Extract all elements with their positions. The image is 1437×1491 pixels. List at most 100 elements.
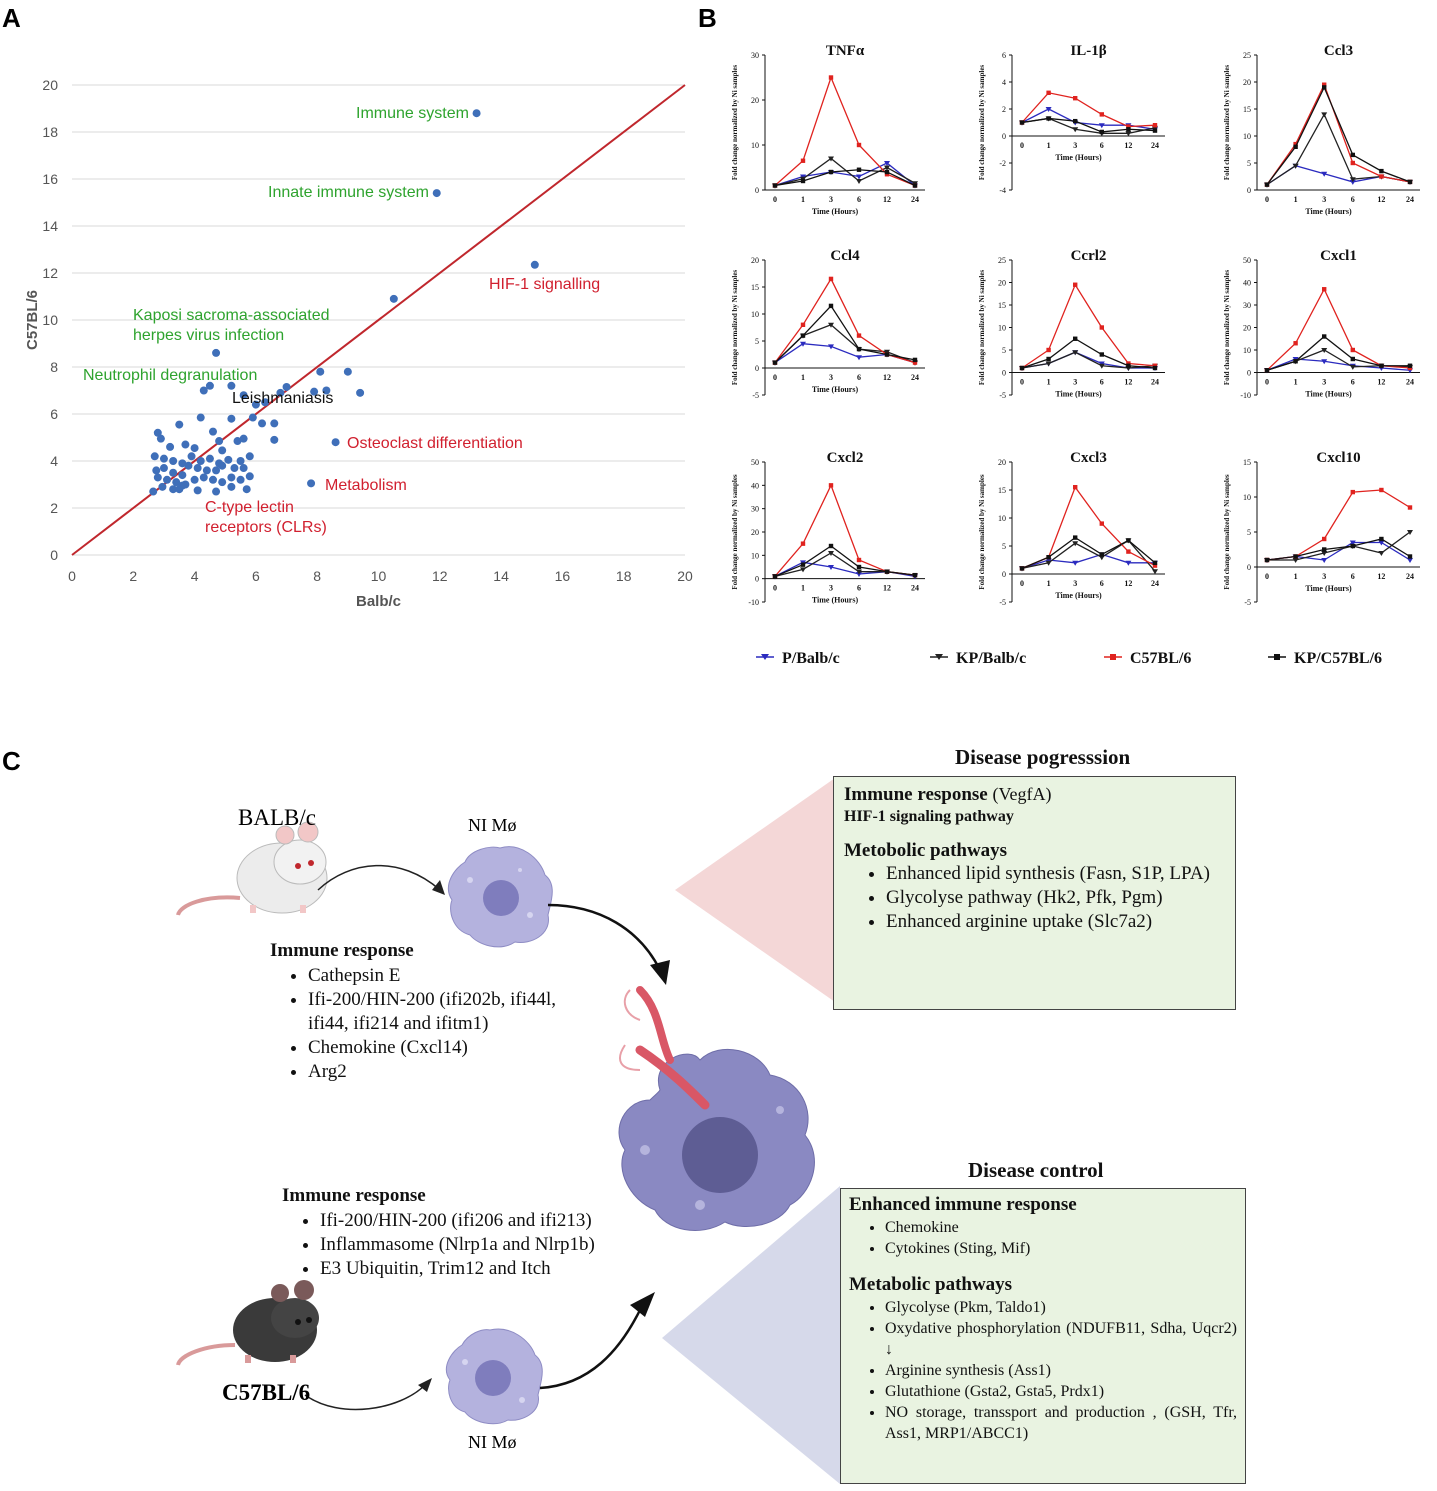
data-point [1264, 557, 1270, 563]
series-line-P/Balb/c [1266, 164, 1411, 186]
subplot-title: Cxcl10 [1316, 450, 1360, 466]
x-tick-label: 24 [911, 195, 919, 204]
series-line-P/Balb/c [774, 343, 916, 364]
scatter-point [239, 391, 248, 400]
c57-immune-heading: Immune response [282, 1185, 426, 1206]
progression-item: Enhanced arginine uptake (Slc7a2) [886, 910, 1225, 934]
scatter-point [218, 478, 227, 487]
data-point [1322, 82, 1327, 87]
data-point [1098, 363, 1105, 369]
curve-arrow-top [547, 903, 662, 971]
subplot-8: -5 0 5 10 15 0 1 3 6 12 24 Time (Hours) Fold change … [1223, 450, 1420, 607]
y-tick-label: 14 [42, 218, 58, 234]
data-point [884, 172, 890, 177]
data-point [1073, 118, 1078, 124]
data-point [1293, 141, 1298, 147]
legend-label: KP/C57BL/6 [1294, 650, 1382, 667]
y-tick-label: 10 [751, 551, 759, 560]
scatter-point [169, 468, 178, 477]
annotation-label: C-type lectin [205, 499, 294, 516]
data-point [912, 357, 918, 363]
scatter-point [205, 381, 214, 390]
x-tick-label: 1 [1047, 141, 1051, 150]
c57-mouse-icon [176, 1280, 319, 1366]
c57-item: Ifi-200/HIN-200 (ifi206 and ifi213) [320, 1209, 662, 1233]
x-tick-label: 6 [1100, 141, 1104, 150]
data-point [772, 360, 778, 365]
x-tick-label: 12 [883, 584, 891, 593]
scatter-point [282, 382, 291, 391]
y-tick-label: 0 [1247, 563, 1251, 572]
annotation-label: Osteoclast differentiation [347, 435, 523, 452]
series-line-KP/C57BL/6 [774, 304, 916, 364]
scatter-point [307, 479, 316, 488]
subplot-3: -5 0 5 10 15 20 0 1 3 6 12 24 Time (Hours) Fold chang… [731, 248, 925, 400]
y-axis-label: C57BL/6 [24, 290, 41, 350]
data-point [1264, 368, 1270, 373]
scatter-point [153, 428, 162, 437]
y-tick-label: 10 [1243, 493, 1251, 502]
data-point [828, 483, 834, 488]
data-point [912, 183, 918, 188]
subplot-title: TNFα [826, 43, 865, 59]
x-tick-label: 0 [1265, 378, 1269, 387]
data-point [884, 569, 890, 574]
x-tick-label: 3 [829, 195, 833, 204]
data-point [800, 341, 806, 347]
data-point [1126, 127, 1131, 132]
subplot-6: -10 0 10 20 30 40 50 0 1 3 6 12 24 Time (Hours) Fold c… [731, 450, 925, 607]
data-point [1350, 152, 1355, 158]
scatter-point [212, 348, 221, 357]
x-tick-label: 3 [1322, 572, 1326, 581]
data-point [1379, 174, 1384, 179]
series-line-C57BL/6 [774, 75, 916, 187]
data-point [1379, 168, 1384, 174]
x-tick-label: 1 [1294, 378, 1298, 387]
annotation-label: Metabolism [325, 477, 407, 494]
data-point [800, 541, 806, 546]
y-tick-label: 20 [1243, 324, 1251, 333]
x-tick-label: 6 [1351, 572, 1355, 581]
series-line-KP/C57BL/6 [1266, 85, 1411, 185]
data-point [856, 142, 862, 148]
subplot-5: -10 0 10 20 30 40 50 0 1 3 6 12 24 Time (Hours) Fold c… [1223, 248, 1420, 400]
data-point [1407, 505, 1413, 510]
down-arrow-icon: ↓ [885, 1341, 893, 1358]
data-point [1072, 127, 1079, 133]
data-point [856, 179, 862, 184]
scatter-point [159, 454, 168, 463]
data-point [1073, 485, 1078, 490]
data-point [1293, 144, 1298, 149]
scatter-point [432, 189, 441, 198]
data-point [1379, 487, 1384, 493]
data-point [1350, 489, 1355, 495]
legend-label: P/Balb/c [782, 650, 840, 667]
x-tick-label: 0 [773, 195, 777, 204]
data-point [856, 333, 862, 338]
scatter-point [193, 486, 202, 495]
data-point [1379, 536, 1384, 542]
x-tick-label: 24 [1151, 378, 1159, 387]
progression-wedge [675, 778, 835, 1002]
data-point [856, 569, 862, 575]
x-tick-label: 12 [1377, 378, 1385, 387]
scatter-point [208, 427, 217, 436]
y-tick-label: 10 [751, 141, 759, 150]
y-tick-label: 25 [998, 256, 1006, 265]
data-point [1350, 543, 1355, 549]
y-axis-label: Fold change normalized by Ni samples [1223, 474, 1231, 590]
data-point [1293, 554, 1298, 559]
x-tick-label: 0 [773, 373, 777, 382]
progression-immune-detail: (VegfA) [992, 784, 1052, 804]
scatter-point [184, 461, 193, 470]
x-tick-label: 12 [1377, 195, 1385, 204]
series-line-KP/Balb/c [774, 157, 916, 187]
x-tick-label: 24 [911, 373, 919, 382]
x-tick-label: 6 [857, 195, 861, 204]
scatter-point [248, 413, 257, 422]
y-tick-label: 0 [1002, 132, 1006, 141]
data-point [912, 572, 918, 578]
data-point [1046, 90, 1051, 95]
data-point [1126, 124, 1131, 129]
control-immune-item: Cytokines (Sting, Mif) [885, 1238, 1237, 1259]
